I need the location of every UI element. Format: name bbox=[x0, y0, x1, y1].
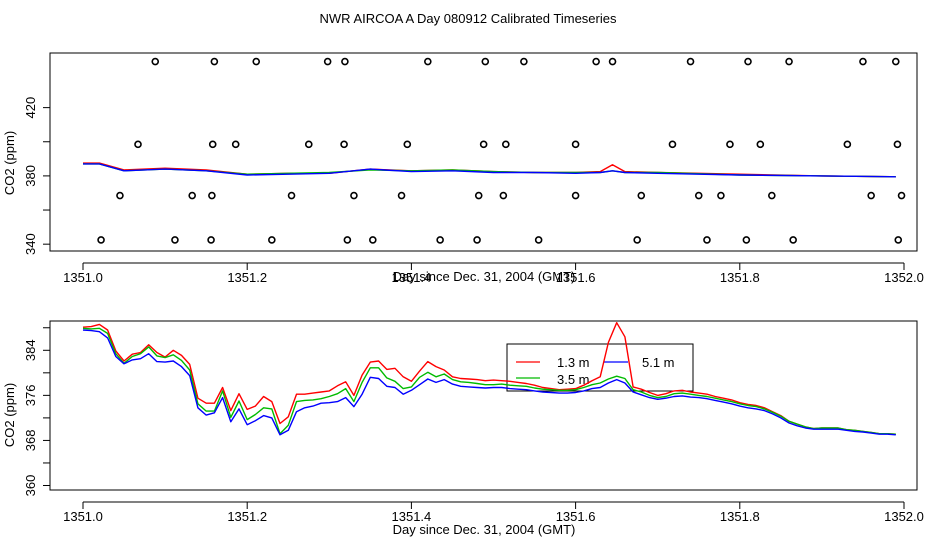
marker-point bbox=[343, 236, 352, 244]
legend: 1.3 m 3.5 m 5.1 m bbox=[506, 343, 694, 392]
x-tick-label: 1352.0 bbox=[884, 270, 924, 285]
y-tick-label: 384 bbox=[23, 339, 38, 361]
marker-point bbox=[592, 57, 600, 66]
series-line-5-1-m bbox=[82, 329, 896, 436]
marker-point bbox=[499, 191, 508, 200]
top-y-axis-label: CO2 (ppm) bbox=[2, 131, 17, 195]
x-tick-label: 1351.8 bbox=[720, 509, 760, 524]
bottom-plot-frame bbox=[49, 320, 918, 491]
top-panel: Day since Dec. 31, 2004 (GMT) CO2 (ppm) … bbox=[2, 52, 924, 285]
bottom-panel: Day since Dec. 31, 2004 (GMT) CO2 (ppm) … bbox=[2, 320, 924, 537]
marker-point bbox=[304, 140, 313, 149]
marker-point bbox=[208, 191, 216, 200]
y-tick-label: 340 bbox=[23, 233, 38, 255]
marker-point bbox=[867, 191, 875, 200]
marker-point bbox=[210, 57, 219, 66]
marker-point bbox=[207, 236, 215, 244]
marker-point bbox=[668, 140, 677, 149]
y-tick-label: 368 bbox=[23, 430, 38, 452]
marker-point bbox=[894, 236, 903, 244]
bottom-x-axis-label: Day since Dec. 31, 2004 (GMT) bbox=[393, 522, 576, 537]
x-tick-label: 1351.4 bbox=[392, 270, 432, 285]
marker-point bbox=[424, 57, 432, 66]
series-line-5-1-m bbox=[83, 163, 896, 178]
series-line-1-3-m bbox=[82, 322, 896, 435]
bottom-y-axis-label: CO2 (ppm) bbox=[2, 383, 17, 447]
marker-point bbox=[756, 140, 765, 149]
marker-point bbox=[97, 236, 105, 244]
marker-point bbox=[473, 236, 481, 244]
marker-point bbox=[188, 191, 196, 200]
marker-point bbox=[897, 191, 906, 200]
marker-point bbox=[171, 236, 179, 244]
marker-point bbox=[843, 140, 852, 149]
marker-point bbox=[116, 191, 124, 200]
marker-point bbox=[340, 140, 348, 149]
marker-point bbox=[268, 236, 276, 244]
marker-point bbox=[397, 191, 406, 200]
y-tick-label: 360 bbox=[23, 475, 38, 497]
marker-point bbox=[686, 57, 695, 66]
marker-point bbox=[726, 140, 734, 149]
marker-point bbox=[341, 57, 349, 66]
marker-point bbox=[571, 191, 580, 200]
legend-label-5-1m: 5.1 m bbox=[642, 355, 675, 370]
marker-point bbox=[703, 236, 711, 244]
marker-point bbox=[474, 191, 483, 200]
x-tick-label: 1351.4 bbox=[392, 509, 432, 524]
marker-point bbox=[742, 236, 751, 244]
marker-point bbox=[789, 236, 797, 244]
marker-point bbox=[403, 140, 412, 149]
marker-point bbox=[608, 57, 617, 66]
marker-point bbox=[520, 57, 528, 66]
legend-label-3-5m: 3.5 m bbox=[557, 372, 590, 387]
x-tick-label: 1351.6 bbox=[556, 270, 596, 285]
series-line-3-5-m bbox=[82, 327, 896, 435]
marker-point bbox=[208, 140, 217, 149]
y-tick-label: 380 bbox=[23, 165, 38, 187]
legend-label-1-3m: 1.3 m bbox=[557, 355, 590, 370]
x-tick-label: 1351.2 bbox=[227, 509, 267, 524]
marker-point bbox=[436, 236, 444, 244]
x-tick-label: 1351.2 bbox=[227, 270, 267, 285]
marker-point bbox=[859, 57, 867, 66]
marker-point bbox=[479, 140, 488, 149]
marker-point bbox=[369, 236, 377, 244]
x-tick-label: 1351.0 bbox=[63, 509, 103, 524]
marker-point bbox=[891, 57, 900, 66]
marker-point bbox=[785, 57, 793, 66]
top-x-axis-label: Day since Dec. 31, 2004 (GMT) bbox=[393, 269, 576, 284]
marker-point bbox=[571, 140, 580, 149]
x-tick-label: 1351.0 bbox=[63, 270, 103, 285]
marker-point bbox=[134, 140, 142, 149]
marker-point bbox=[151, 57, 160, 66]
marker-point bbox=[481, 57, 490, 66]
marker-point bbox=[350, 191, 358, 200]
x-tick-label: 1352.0 bbox=[884, 509, 924, 524]
marker-point bbox=[694, 191, 703, 200]
y-tick-label: 420 bbox=[23, 97, 38, 119]
top-plot-frame bbox=[49, 52, 918, 252]
chart-title: NWR AIRCOA A Day 080912 Calibrated Times… bbox=[320, 11, 617, 26]
y-tick-label: 376 bbox=[23, 385, 38, 407]
marker-point bbox=[502, 140, 510, 149]
marker-point bbox=[893, 140, 902, 149]
marker-point bbox=[252, 57, 261, 66]
marker-point bbox=[637, 191, 646, 200]
marker-point bbox=[231, 140, 240, 149]
marker-point bbox=[768, 191, 776, 200]
x-tick-label: 1351.8 bbox=[720, 270, 760, 285]
marker-point bbox=[717, 191, 725, 200]
x-tick-label: 1351.6 bbox=[556, 509, 596, 524]
marker-point bbox=[633, 236, 641, 244]
marker-point bbox=[287, 191, 296, 200]
marker-point bbox=[534, 236, 543, 244]
marker-point bbox=[744, 57, 752, 66]
marker-point bbox=[323, 57, 332, 66]
